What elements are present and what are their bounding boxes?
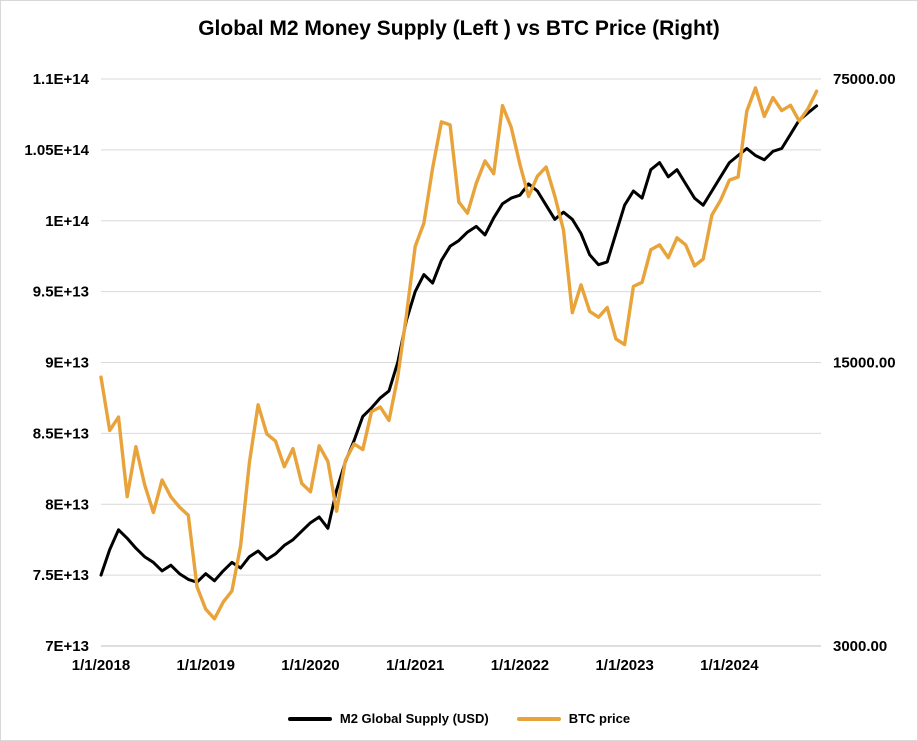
x-axis-tick-label: 1/1/2023 bbox=[595, 657, 653, 674]
y-axis-right-tick-label: 3000.00 bbox=[833, 638, 887, 655]
x-axis-tick-label: 1/1/2018 bbox=[72, 657, 130, 674]
y-axis-left-tick-label: 8E+13 bbox=[45, 496, 89, 513]
y-axis-left-tick-label: 9.5E+13 bbox=[33, 284, 89, 301]
btc-price-line bbox=[99, 86, 819, 621]
y-axis-right-tick-label: 75000.00 bbox=[833, 71, 896, 88]
y-axis-left-tick-label: 9E+13 bbox=[45, 355, 89, 372]
legend-label-m2: M2 Global Supply (USD) bbox=[339, 711, 489, 726]
y-axis-right-tick-label: 15000.00 bbox=[833, 355, 896, 372]
y-axis-left-tick-label: 7E+13 bbox=[45, 638, 89, 655]
y-axis-left-tick-label: 1E+14 bbox=[45, 213, 89, 230]
y-axis-left-tick-label: 7.5E+13 bbox=[33, 567, 89, 584]
chart-title: Global M2 Money Supply (Left ) vs BTC Pr… bbox=[198, 17, 720, 40]
legend-label-btc: BTC price bbox=[568, 711, 631, 726]
chart-legend: M2 Global Supply (USD) BTC price bbox=[1, 711, 917, 726]
y-axis-left-tick-label: 8.5E+13 bbox=[33, 425, 89, 442]
x-axis-tick-label: 1/1/2022 bbox=[491, 657, 549, 674]
x-axis-tick-label: 1/1/2019 bbox=[177, 657, 235, 674]
x-axis-tick-label: 1/1/2021 bbox=[386, 657, 444, 674]
legend-swatch-btc-line bbox=[516, 716, 561, 721]
legend-item-btc: BTC price bbox=[516, 711, 631, 726]
m2-supply-line bbox=[99, 104, 819, 584]
legend-swatch-m2-line bbox=[287, 716, 332, 721]
legend-item-m2: M2 Global Supply (USD) bbox=[287, 711, 489, 726]
y-axis-left-tick-label: 1.1E+14 bbox=[33, 71, 90, 88]
y-axis-left-tick-label: 1.05E+14 bbox=[24, 142, 89, 159]
x-axis-tick-label: 1/1/2020 bbox=[281, 657, 339, 674]
x-axis-tick-label: 1/1/2024 bbox=[700, 657, 759, 674]
